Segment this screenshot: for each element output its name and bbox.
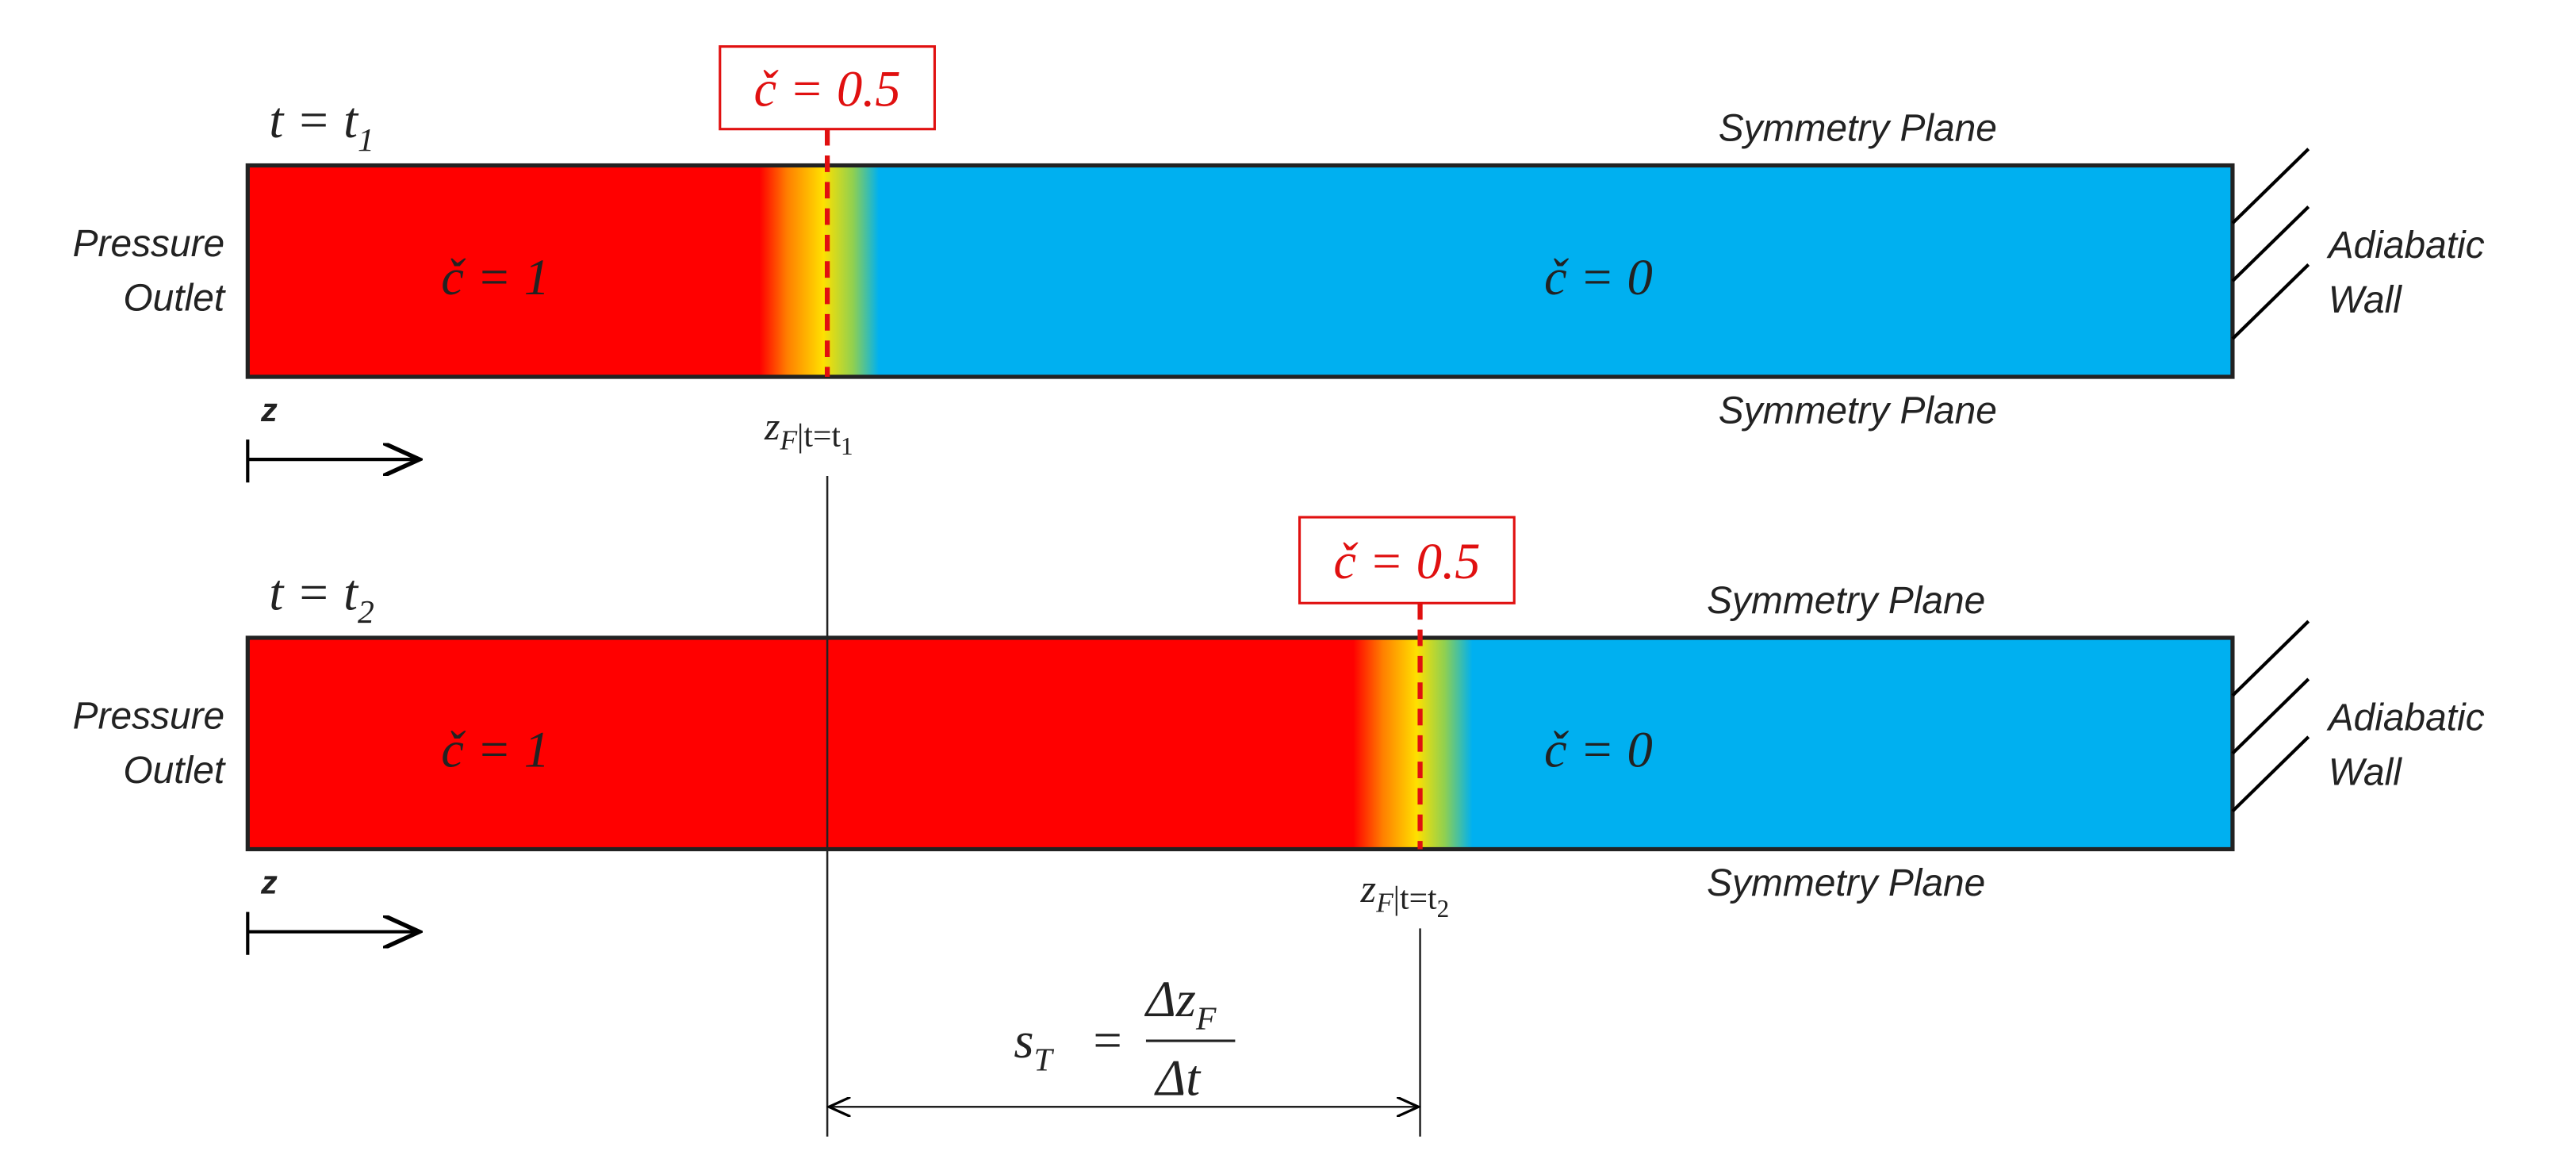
time-label: t = t2 — [269, 564, 374, 631]
bottom-label: Symmetry Plane — [1707, 862, 1985, 904]
burnt-label: č = 1 — [441, 720, 550, 777]
burnt-label: č = 1 — [441, 248, 550, 305]
front-label: č = 0.5 — [754, 60, 901, 117]
front-box — [1298, 516, 1516, 604]
axis-label: z — [260, 391, 278, 428]
formula-lhs: sT — [1014, 1011, 1054, 1079]
bottom-label: Symmetry Plane — [1719, 389, 1997, 432]
right-label: Adiabatic — [2326, 697, 2485, 739]
text-part: s — [1014, 1011, 1033, 1069]
text-part: |t=t — [797, 417, 841, 454]
axis-label: z — [260, 864, 278, 901]
text-part: 1 — [358, 122, 374, 159]
front-label: č = 0.5 — [1333, 532, 1480, 589]
text-part: T — [1034, 1042, 1055, 1078]
right-label: Wall — [2329, 751, 2403, 793]
front-position: zF|t=t1 — [764, 404, 853, 460]
text-part: 2 — [358, 594, 374, 631]
right-label: Adiabatic — [2326, 224, 2485, 267]
formula-numerator: ΔzF — [1144, 970, 1217, 1038]
text-part: F — [1375, 887, 1393, 919]
left-label: Outlet — [123, 278, 225, 320]
formula-denominator: Δt — [1153, 1049, 1202, 1107]
text-part: t = t — [269, 91, 359, 148]
unburnt-label: č = 0 — [1544, 720, 1653, 777]
domain — [245, 163, 2235, 379]
panel: t = t2 Pressure Outlet Adiabatic Wall Sy… — [73, 516, 2485, 955]
text-part: z — [764, 404, 780, 448]
wall-hatch — [2231, 148, 2310, 340]
unburnt-label: č = 0 — [1544, 248, 1653, 305]
text-part: F — [1195, 1000, 1217, 1037]
front-box — [719, 45, 937, 131]
right-label: Wall — [2329, 279, 2403, 321]
domain — [245, 635, 2235, 852]
top-label: Symmetry Plane — [1707, 580, 1985, 622]
wall-hatch — [2231, 620, 2310, 813]
text-part: 1 — [841, 432, 853, 460]
left-label: Outlet — [123, 750, 225, 792]
text-part: t = t — [269, 564, 359, 621]
text-part: |t=t — [1393, 880, 1437, 916]
left-label: Pressure — [73, 696, 225, 738]
text-part: Δz — [1144, 970, 1196, 1027]
time-label: t = t1 — [269, 91, 374, 159]
left-label: Pressure — [73, 223, 225, 265]
front-position: zF|t=t2 — [1360, 866, 1450, 923]
formula-eq: = — [1093, 1011, 1121, 1069]
speed-formula: sT = ΔzF Δt — [1014, 970, 1236, 1107]
text-part: z — [1360, 866, 1376, 911]
panel: t = t1 Pressure Outlet Adiabatic Wall Sy… — [73, 45, 2485, 483]
text-part: 2 — [1437, 895, 1450, 923]
text-part: F — [779, 424, 797, 456]
top-label: Symmetry Plane — [1719, 107, 1997, 149]
